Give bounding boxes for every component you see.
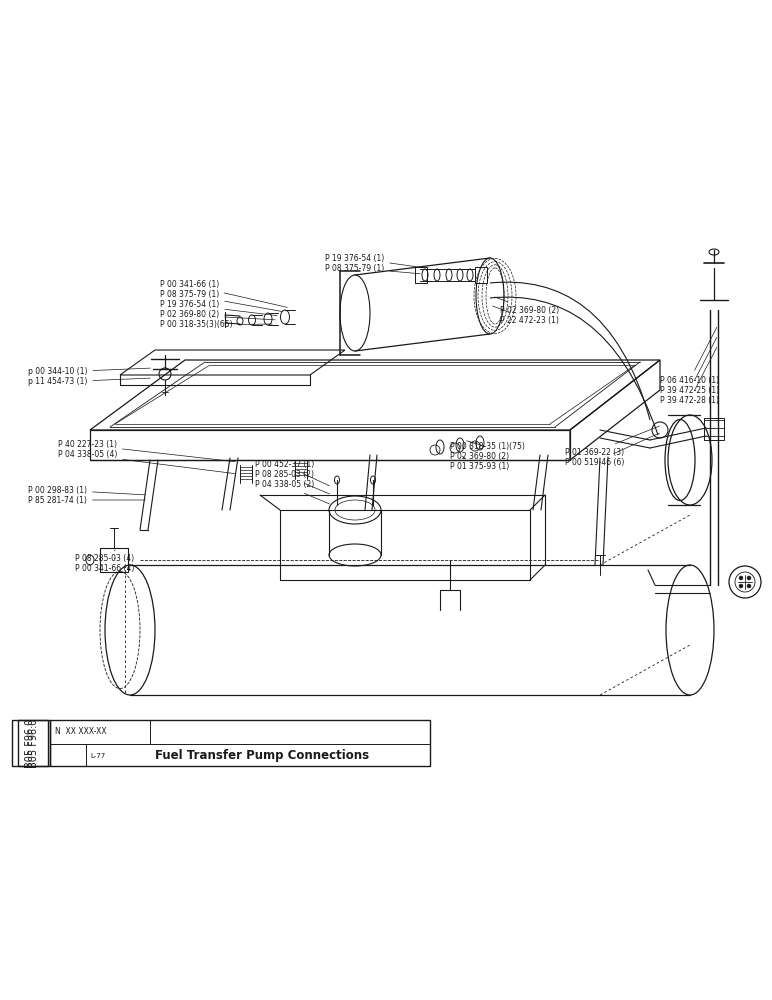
Text: P 22 472-23 (1): P 22 472-23 (1) — [493, 306, 559, 324]
Bar — [475, 267, 487, 283]
Circle shape — [739, 584, 743, 588]
Text: Fuel Transfer Pump Connections: Fuel Transfer Pump Connections — [155, 750, 369, 762]
Text: P 40 227-23 (1): P 40 227-23 (1) — [58, 440, 235, 462]
Text: P 19 376-54 (1): P 19 376-54 (1) — [160, 300, 277, 316]
Text: P 19 376-54 (1): P 19 376-54 (1) — [325, 253, 422, 268]
Text: P 02 369-80 (2): P 02 369-80 (2) — [495, 297, 559, 314]
Text: P 00 318-35(3)(65): P 00 318-35(3)(65) — [160, 320, 273, 330]
Text: B05 F96.0: B05 F96.0 — [25, 718, 35, 768]
Text: P 00 318-35 (1)(75): P 00 318-35 (1)(75) — [450, 441, 525, 452]
Text: P 85 281-74 (1): P 85 281-74 (1) — [28, 495, 145, 504]
Bar — [12, 720, 48, 766]
Text: P 00 519-46 (6): P 00 519-46 (6) — [565, 433, 659, 466]
Bar — [18, 720, 50, 766]
Text: P 06 416-10 (1): P 06 416-10 (1) — [660, 327, 720, 384]
Text: L-77: L-77 — [90, 753, 105, 759]
Text: N  XX XXX-XX: N XX XXX-XX — [55, 728, 107, 736]
Bar — [50, 720, 430, 766]
Text: B05 F96.0: B05 F96.0 — [29, 718, 39, 768]
Text: P 02 369-80 (2): P 02 369-80 (2) — [450, 448, 509, 462]
Text: P 00 341-66 (1): P 00 341-66 (1) — [160, 280, 287, 307]
Text: P 39 472-28 (1): P 39 472-28 (1) — [660, 347, 719, 404]
Text: P 04 338-05 (4): P 04 338-05 (4) — [58, 450, 235, 474]
Circle shape — [747, 584, 751, 588]
Bar — [100, 548, 128, 572]
Text: P 02 369-80 (2): P 02 369-80 (2) — [160, 310, 276, 320]
Text: P 00 298-83 (1): P 00 298-83 (1) — [28, 486, 145, 495]
Circle shape — [739, 576, 743, 580]
Text: P 08 285-03 (4): P 08 285-03 (4) — [75, 550, 134, 562]
Text: P 00 341-66 (4): P 00 341-66 (4) — [75, 558, 134, 572]
Bar — [280, 510, 530, 580]
Bar — [415, 267, 427, 283]
Text: P 08 375-79 (1): P 08 375-79 (1) — [160, 290, 283, 312]
Text: P 08 375-79 (1): P 08 375-79 (1) — [325, 263, 420, 274]
Text: P 01 369-22 (3): P 01 369-22 (3) — [565, 426, 659, 456]
Text: P 08 285-03 (2): P 08 285-03 (2) — [255, 471, 330, 494]
Text: P 39 472-25 (1): P 39 472-25 (1) — [660, 337, 720, 394]
Circle shape — [747, 576, 751, 580]
Text: P 01 375-93 (1): P 01 375-93 (1) — [450, 456, 510, 472]
Text: p 11 454-73 (1): p 11 454-73 (1) — [28, 377, 151, 386]
Text: P 00 452-37 (1): P 00 452-37 (1) — [255, 460, 330, 486]
Text: P 04 338-05 (2): P 04 338-05 (2) — [255, 481, 330, 504]
Text: p 00 344-10 (1): p 00 344-10 (1) — [28, 367, 151, 376]
Bar — [704, 418, 724, 440]
